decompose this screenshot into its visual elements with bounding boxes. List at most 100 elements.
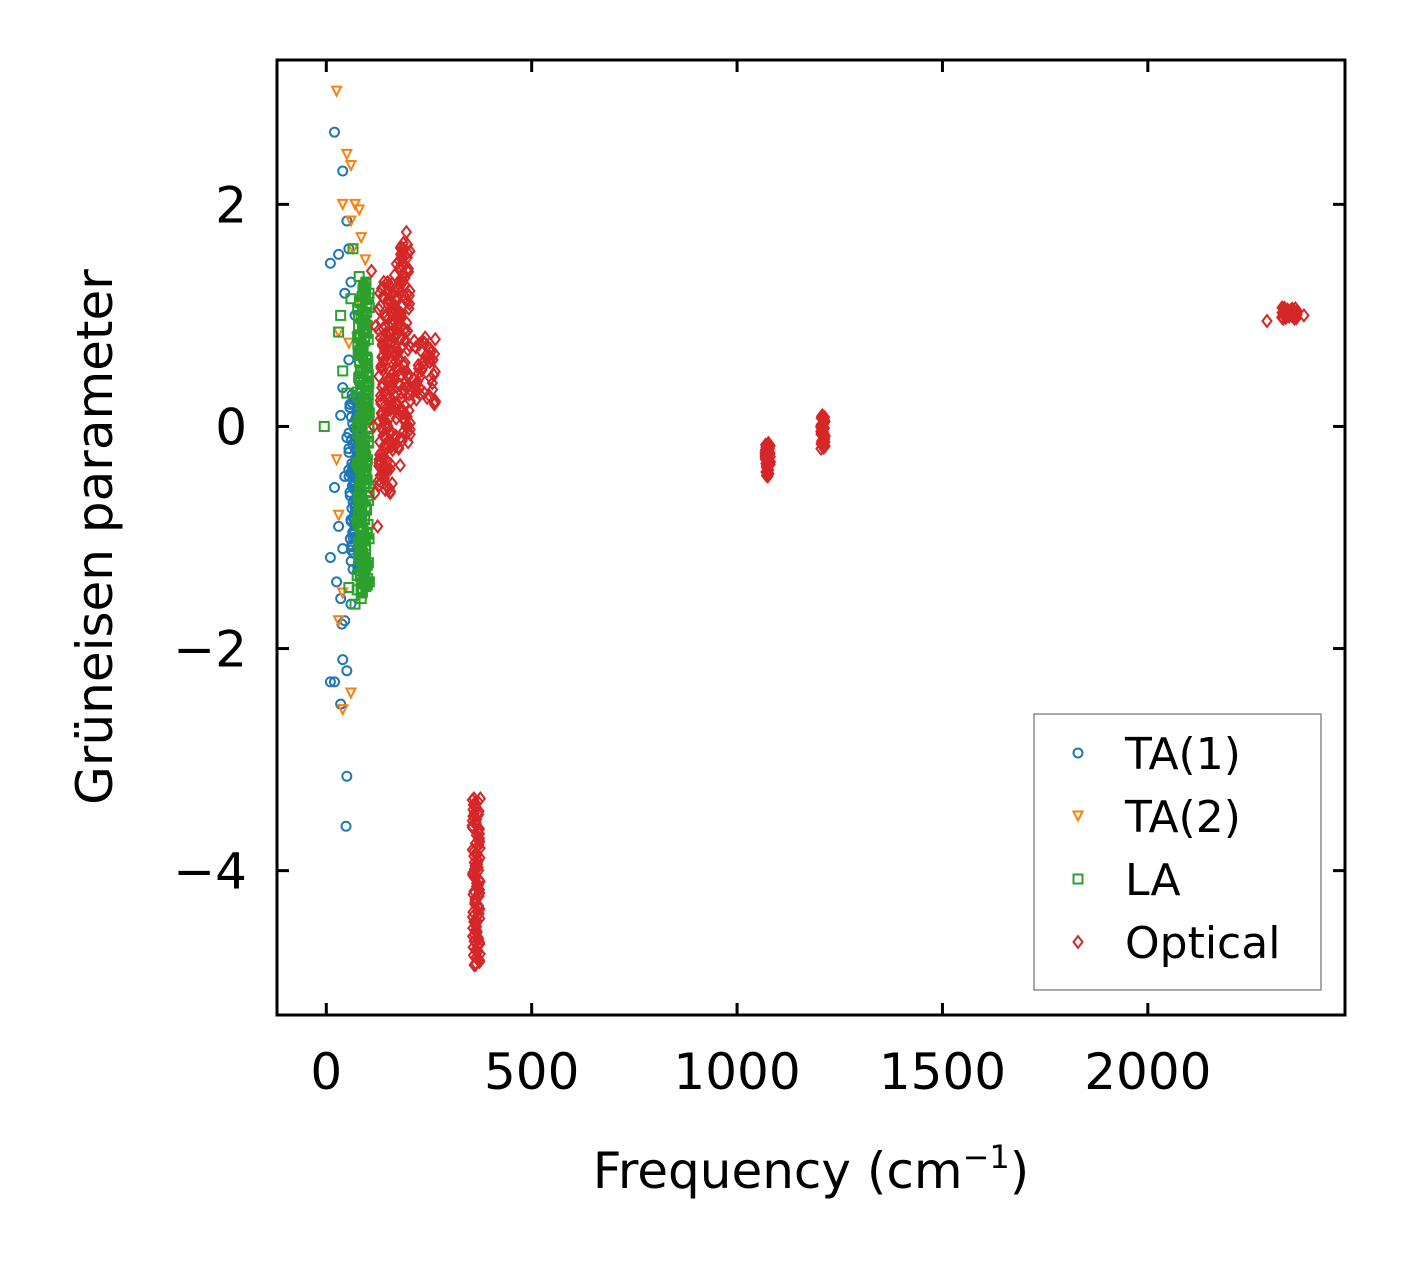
data-point [340,820,352,832]
data-point [332,326,345,339]
data-point [345,276,357,288]
data-point [384,432,396,448]
data-point [337,654,349,666]
data-point [386,287,399,303]
data-point [341,387,353,399]
data-point [404,422,416,438]
data-point [339,287,351,299]
legend-items: TA(1) TA(2) LA Optical [1071,729,1280,969]
data-point [429,331,442,347]
data-point [365,263,378,279]
data-point [1285,302,1298,318]
plot-frame [275,58,1347,1017]
data-point [410,391,423,407]
x-tick-label: 500 [484,1043,579,1101]
data-point [386,476,398,491]
data-point [401,315,413,331]
data-point [419,335,431,351]
data-point [343,354,355,366]
data-point [335,309,347,321]
data-point [331,576,343,588]
data-point [375,405,388,421]
x-tick-label: 2000 [1084,1043,1211,1101]
data-point [353,271,365,283]
data-point [359,543,371,555]
data-point [408,333,421,349]
series-la [318,243,375,610]
data-point [399,332,411,348]
data-point [429,364,442,380]
data-point [399,406,411,422]
y-tick-label: 0 [215,398,247,456]
data-point [355,232,368,245]
data-point [349,598,361,610]
data-point [341,665,353,677]
data-point [474,790,487,806]
data-point [324,676,336,688]
data-point [339,470,351,482]
data-point [1298,307,1310,323]
data-point [394,457,406,473]
data-point [337,365,349,377]
y-tick-label: −4 [173,843,247,901]
legend-marker [1072,934,1084,950]
x-tick-label: 1000 [673,1043,800,1101]
data-point [344,215,358,228]
data-point [332,615,345,628]
data-point [345,293,357,305]
data-point [381,274,394,290]
data-point [318,420,330,432]
data-point [332,509,345,523]
data-point [1261,313,1273,329]
legend-marker [1072,873,1084,885]
data-point [817,424,830,440]
data-point [348,198,362,212]
data-point [427,352,439,368]
data-point [387,365,399,381]
data-point [359,254,372,267]
data-points-layer [318,85,1310,973]
data-point [330,454,343,467]
data-point [343,581,355,593]
ticks-layer: 0 500 1000 1500 2000 −4 −2 0 2 [173,60,1345,1101]
data-point [1278,300,1290,316]
data-point [401,237,414,253]
data-point [400,224,413,240]
x-axis-title: Frequency (cm−1) [593,1138,1030,1200]
data-point [374,468,386,483]
data-point [335,698,347,710]
data-point [404,382,416,398]
data-point [353,204,366,217]
y-tick-label: −2 [173,621,247,679]
data-point [392,289,404,305]
data-point [371,518,384,534]
data-point [357,365,369,377]
data-point [343,443,355,455]
data-point [411,374,424,389]
data-point [468,957,480,973]
data-point [398,277,411,293]
data-point [336,587,349,600]
legend-label: Optical [1125,918,1280,969]
data-point [329,126,341,138]
data-point [383,370,396,386]
x-tick-label: 0 [310,1043,342,1101]
data-point [329,482,341,494]
data-point [333,248,345,260]
data-point [389,428,402,444]
data-point [341,432,353,444]
data-point [386,276,399,292]
data-point [344,687,358,700]
data-point [426,382,439,398]
data-point [355,593,367,605]
data-point [760,452,772,468]
data-point [1276,300,1288,316]
legend-label: TA(1) [1124,729,1241,780]
data-point [762,435,775,451]
series-optical [365,224,1310,973]
data-point [384,456,397,472]
data-point [367,418,380,434]
y-tick-label: 2 [215,176,247,234]
data-point [324,257,336,269]
